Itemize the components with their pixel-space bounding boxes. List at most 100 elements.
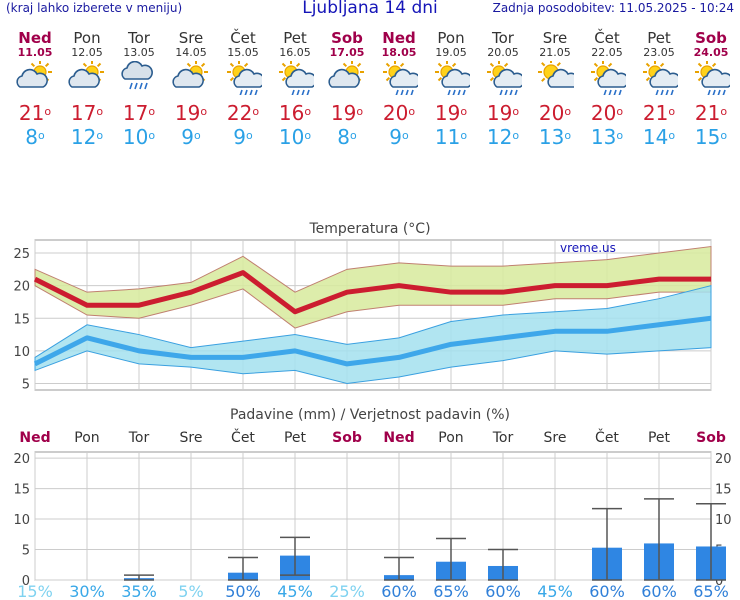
min-temperature: 9o	[389, 125, 409, 149]
precipitation-chart-title: Padavine (mm) / Verjetnost padavin (%)	[230, 407, 510, 423]
day-card: Sob 17.05 19o 8o	[321, 30, 373, 149]
day-date: 17.05	[329, 46, 365, 59]
day-date: 11.05	[17, 46, 53, 59]
day-date: 23.05	[643, 46, 675, 59]
precip-day-label: Sob	[696, 430, 726, 446]
max-temperature: 20o	[382, 101, 416, 125]
y-tick-label: 0	[22, 574, 30, 589]
last-update: Zadnja posodobitev: 11.05.2025 - 10:24	[492, 1, 734, 15]
precip-day-label: Tor	[128, 430, 150, 446]
day-card: Sre 21.05 20o 13o	[529, 30, 581, 149]
precip-day-label: Čet	[595, 428, 619, 446]
precip-day-label: Ned	[19, 430, 50, 446]
day-name: Ned	[18, 29, 52, 47]
precip-probability: 30%	[69, 582, 105, 600]
day-name: Pet	[283, 29, 307, 47]
page-title: Ljubljana 14 dni	[302, 0, 438, 18]
min-temperature: 13o	[590, 125, 624, 149]
day-card: Sob 24.05 21o 15o	[685, 30, 737, 149]
max-temperature: 21o	[18, 101, 52, 125]
partly-cloudy-icon	[61, 60, 113, 97]
day-date: 13.05	[123, 46, 155, 59]
max-temperature: 19o	[330, 101, 364, 125]
day-date: 21.05	[539, 46, 571, 59]
partly-cloudy-icon	[321, 60, 373, 97]
y-tick-label: 10	[13, 513, 30, 528]
precip-probability: 60%	[589, 582, 625, 600]
max-temperature: 19o	[486, 101, 520, 125]
y-tick-label: 25	[13, 247, 30, 262]
day-card: Ned 11.05 21o 8o	[9, 30, 61, 149]
precip-day-label: Ned	[383, 430, 414, 446]
partly-cloudy-icon	[9, 60, 61, 97]
min-temperature: 12o	[70, 125, 104, 149]
temperature-chart-title: Temperatura (°C)	[308, 221, 430, 237]
precip-probability: 45%	[277, 582, 313, 600]
max-temperature: 20o	[538, 101, 572, 125]
min-temperature: 12o	[486, 125, 520, 149]
max-temperature-line	[33, 270, 711, 315]
day-card: Čet 22.05 20o 13o	[581, 30, 633, 149]
sun-shower-icon	[477, 60, 529, 97]
min-temperature: 10o	[278, 125, 312, 149]
min-temperature: 14o	[642, 125, 676, 149]
y-tick-label: 5	[22, 377, 30, 392]
day-card: Pet 23.05 21o 14o	[633, 30, 685, 149]
y-tick-label: 5	[22, 544, 30, 559]
day-name: Čet	[594, 29, 620, 47]
precip-probability: 65%	[693, 582, 729, 600]
precip-day-label: Pet	[648, 430, 671, 446]
day-card: Tor 20.05 19o 12o	[477, 30, 529, 149]
min-temperature: 10o	[122, 125, 156, 149]
y-tick-label-right: 10	[715, 513, 732, 528]
min-temperature: 15o	[694, 125, 728, 149]
day-name: Sob	[695, 29, 727, 47]
day-card: Pon 12.05 17o 12o	[61, 30, 113, 149]
max-temperature: 16o	[278, 101, 312, 125]
day-name: Sob	[331, 29, 363, 47]
precip-day-label: Sre	[180, 430, 203, 446]
precip-probability: 60%	[485, 582, 521, 600]
day-card: Sre 14.05 19o 9o	[165, 30, 217, 149]
day-card: Pon 19.05 19o 11o	[425, 30, 477, 149]
max-temperature: 20o	[590, 101, 624, 125]
y-tick-label-right: 0	[715, 574, 723, 589]
min-temperature-line	[33, 315, 712, 367]
day-card: Ned 18.05 20o 9o	[373, 30, 425, 149]
precip-day-label: Pet	[284, 430, 307, 446]
day-card: Pet 16.05 16o 10o	[269, 30, 321, 149]
precip-probability: 35%	[121, 582, 157, 600]
day-card: Čet 15.05 22o 9o	[217, 30, 269, 149]
sun-shower-icon	[581, 60, 633, 97]
y-tick-label: 15	[13, 312, 30, 327]
day-date: 22.05	[591, 46, 623, 59]
min-temperature: 8o	[25, 125, 45, 149]
precip-probability: 5%	[178, 582, 203, 600]
daily-forecast: Ned 11.05 21o 8o Pon 12.05 17o 12o Tor 13.05 17o 10…	[0, 30, 740, 175]
day-name: Pon	[437, 29, 465, 47]
precip-day-label: Tor	[492, 430, 514, 446]
y-tick-label: 10	[13, 345, 30, 360]
y-tick-label-right: 20	[715, 452, 732, 467]
day-name: Pet	[647, 29, 671, 47]
min-temperature: 9o	[233, 125, 253, 149]
y-tick-label: 20	[13, 280, 30, 295]
precip-day-label: Sob	[332, 430, 362, 446]
max-temperature: 21o	[642, 101, 676, 125]
watermark: vreme.us	[560, 241, 616, 255]
precip-probability: 60%	[381, 582, 417, 600]
precip-probability: 45%	[537, 582, 573, 600]
partly-cloudy-icon	[165, 60, 217, 97]
sun-shower-icon	[685, 60, 737, 97]
min-temperature: 9o	[181, 125, 201, 149]
header-note[interactable]: (kraj lahko izberete v meniju)	[6, 1, 183, 15]
max-temperature: 17o	[122, 101, 156, 125]
day-name: Ned	[382, 29, 416, 47]
max-temperature: 22o	[226, 101, 260, 125]
day-date: 18.05	[381, 46, 417, 59]
day-name: Čet	[230, 29, 256, 47]
day-date: 19.05	[435, 46, 467, 59]
day-name: Pon	[73, 29, 101, 47]
y-tick-label: 20	[13, 452, 30, 467]
